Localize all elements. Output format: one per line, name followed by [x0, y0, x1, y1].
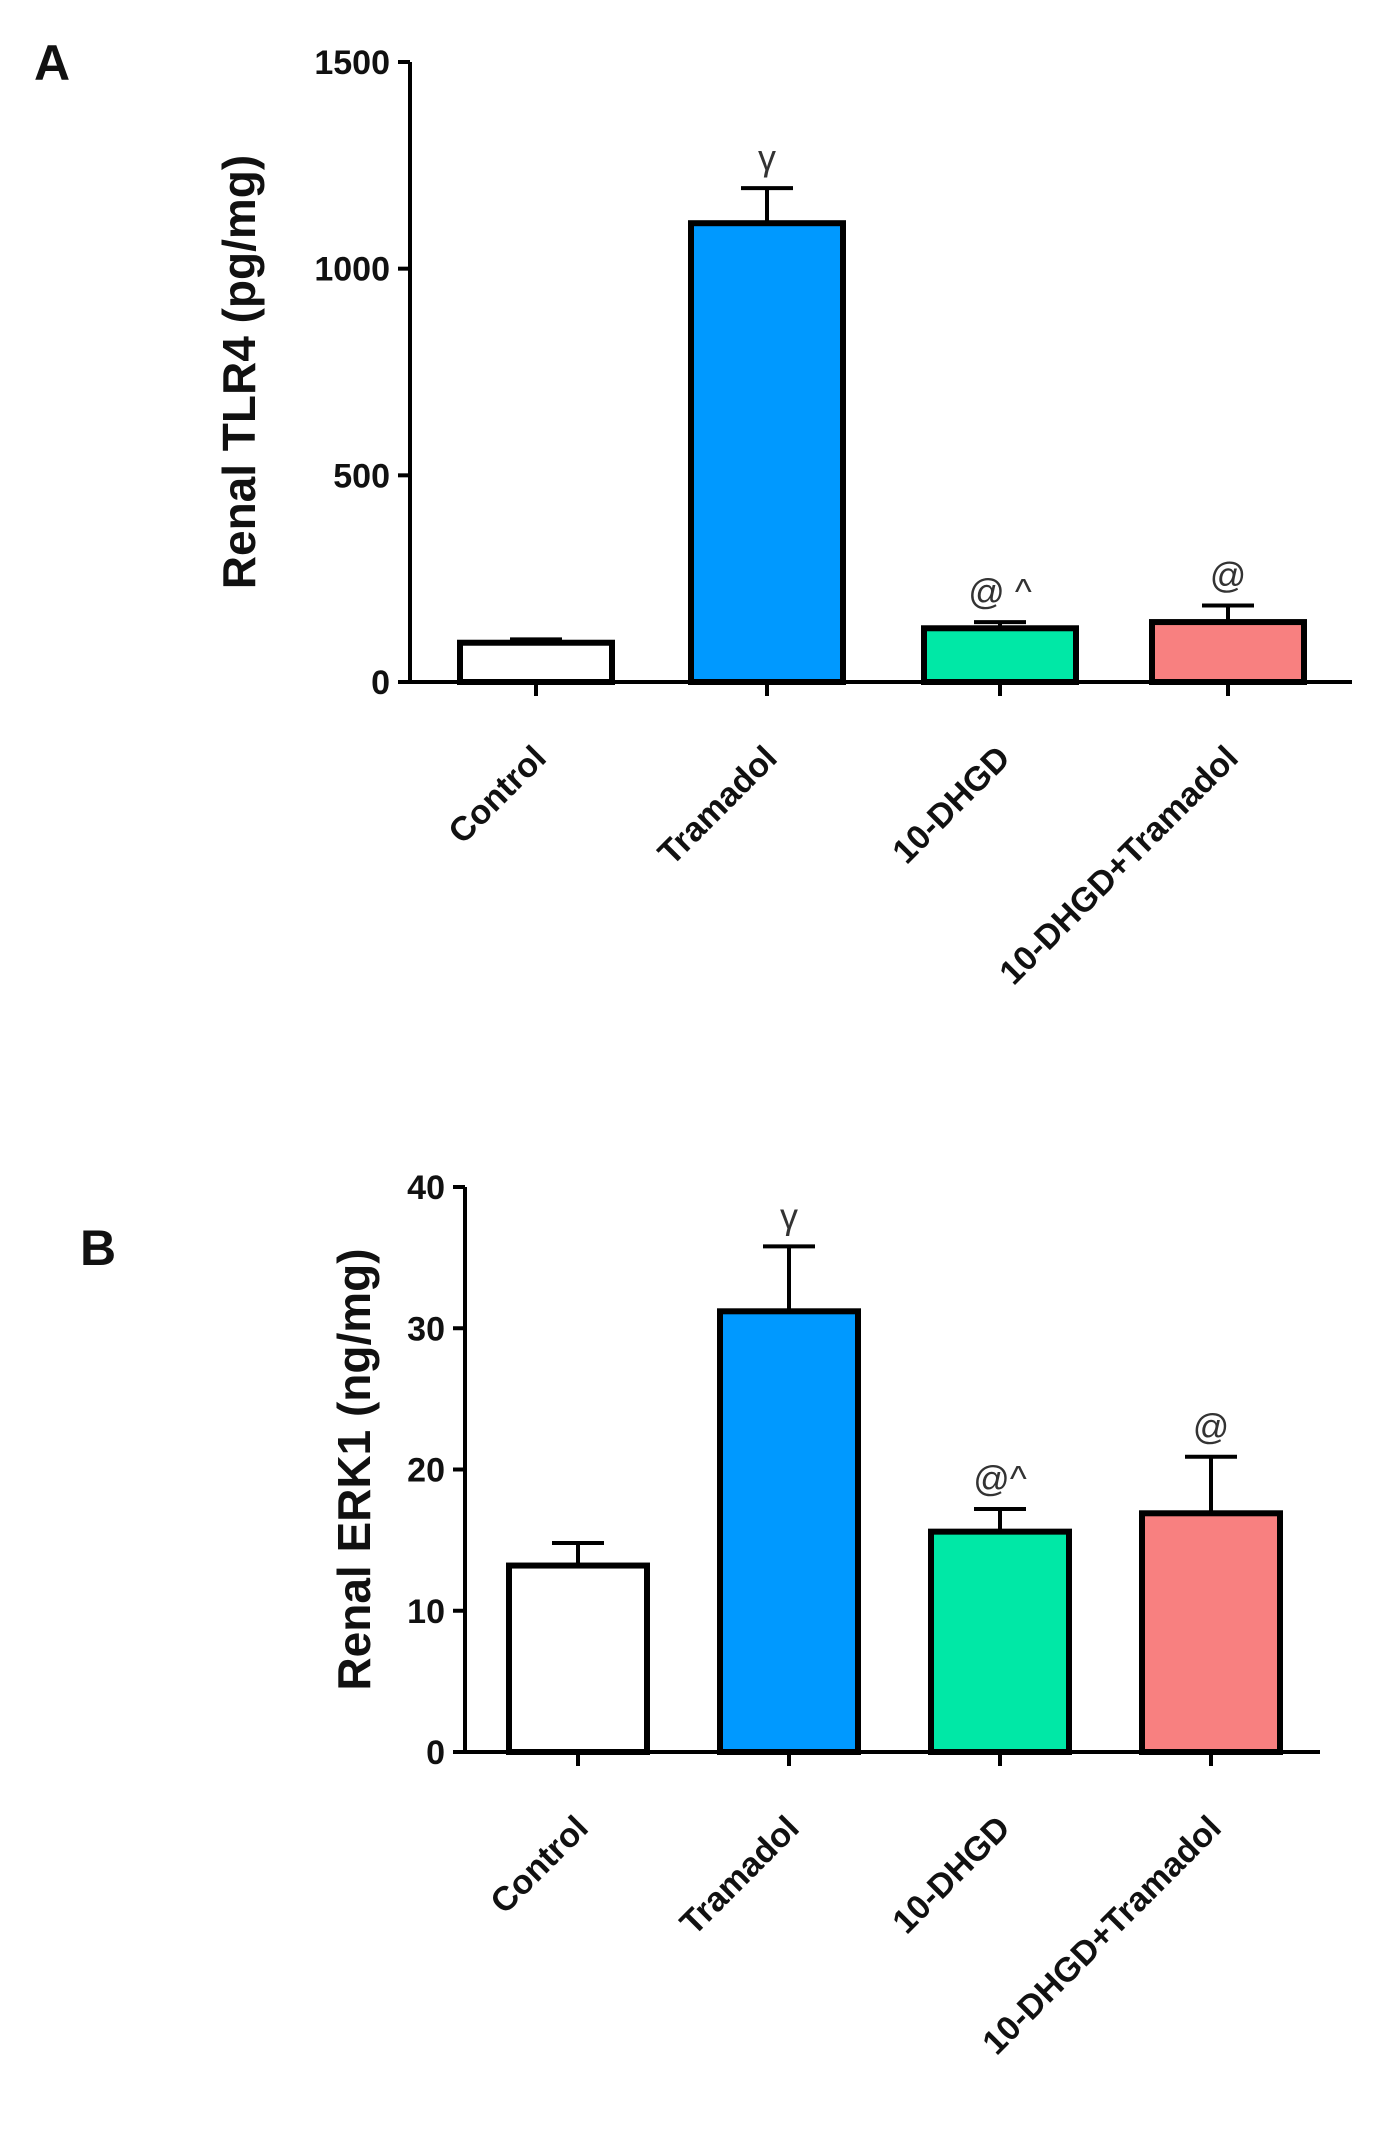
bar-control: [506, 1562, 650, 1756]
panel-b-letter: B: [80, 1220, 116, 1276]
significance-annotation: γ: [758, 137, 776, 178]
y-tick-label: 1000: [314, 251, 390, 289]
y-tick-label: 30: [407, 1310, 445, 1348]
panel-b-bars: γ @^ @: [506, 1195, 1283, 1756]
y-tick-label: 0: [371, 664, 390, 702]
panel-b-axes: [463, 1187, 1320, 1754]
panel-b-y-axis-title: Renal ERK1 (ng/mg): [328, 1248, 380, 1690]
category-label: 10-DHGD+Tramadol: [975, 1809, 1228, 2062]
panel-a-letter: A: [34, 35, 70, 91]
panel-a-y-axis-title: Renal TLR4 (pg/mg): [213, 155, 265, 589]
y-tick-label: 40: [407, 1169, 445, 1207]
category-label: 10-DHGD: [885, 739, 1017, 871]
y-tick-label: 1500: [314, 44, 390, 82]
bar-10-dhgd: [921, 625, 1079, 685]
panel-a-axes: [408, 62, 1352, 684]
category-label: Control: [483, 1809, 595, 1921]
y-tick-label: 500: [333, 457, 390, 495]
significance-annotation: @: [1193, 1406, 1230, 1447]
panel-b-chart: B 0 10 20 30 40 γ @^ @ Control Tramadol 10-DHGD1…: [80, 1169, 1320, 2062]
category-label: 10-DHGD+Tramadol: [992, 739, 1245, 992]
category-label: 10-DHGD: [885, 1809, 1017, 1941]
y-tick-label: 20: [407, 1452, 445, 1490]
significance-annotation: γ: [780, 1195, 798, 1236]
category-label: Tramadol: [651, 739, 785, 873]
bar-tramadol: [688, 220, 846, 685]
significance-annotation: @ ^: [968, 571, 1032, 612]
bar-10-dhgd: [928, 1528, 1072, 1756]
bar-10-dhgd-tramadol: [1139, 1510, 1283, 1755]
significance-annotation: @^: [973, 1458, 1027, 1499]
panel-a-y-ticks: 0 500 1000 1500: [314, 44, 1230, 702]
bar-10-dhgd-tramadol: [1149, 619, 1307, 685]
y-tick-label: 10: [407, 1593, 445, 1631]
category-label: Tramadol: [673, 1809, 807, 1943]
panel-a-bars: γ @ ^ @: [457, 137, 1307, 686]
category-label: Control: [441, 739, 553, 851]
y-tick-label: 0: [426, 1734, 445, 1772]
bar-control: [457, 639, 615, 686]
panel-b-y-ticks: 0 10 20 30 40: [407, 1169, 1213, 1772]
panel-a-chart: A 0 500 1000 1500 γ @ ^ @ Control Tramadol 10-D…: [34, 35, 1352, 992]
significance-annotation: @: [1210, 555, 1247, 596]
bar-tramadol: [717, 1308, 861, 1756]
